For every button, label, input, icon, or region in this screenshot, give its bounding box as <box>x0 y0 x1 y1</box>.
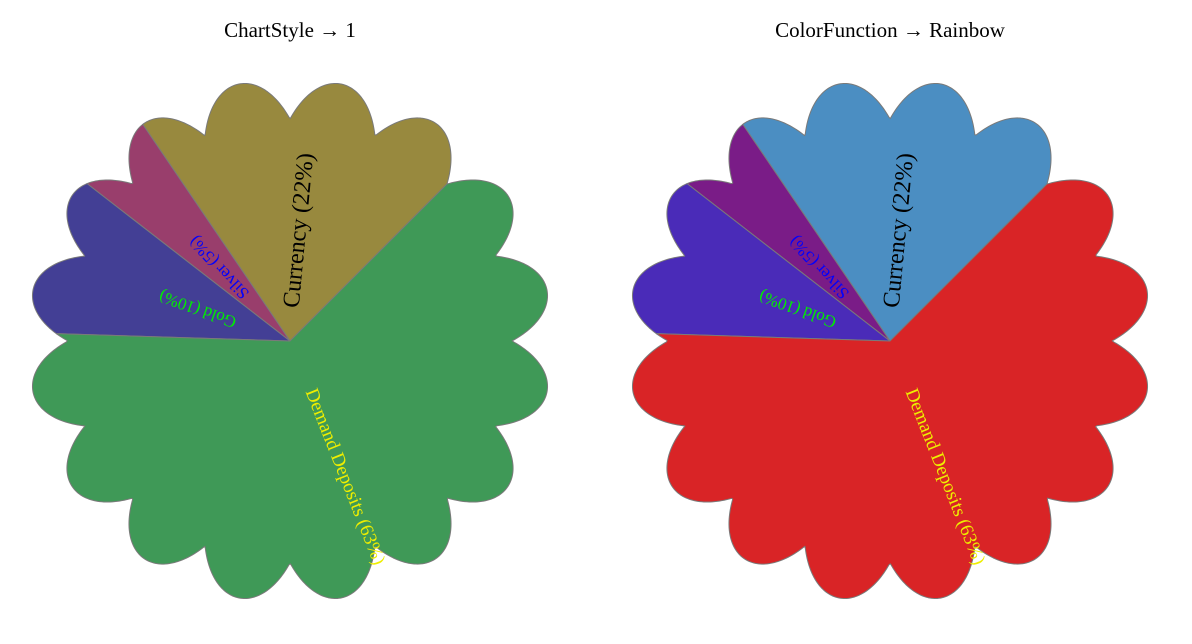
pie-slice <box>86 123 291 342</box>
pie-slice <box>31 183 291 342</box>
pie-slice <box>631 183 891 342</box>
pie-slice <box>686 123 891 342</box>
pie-slice <box>31 179 549 600</box>
pie-slice <box>631 179 1149 600</box>
pie-right: Currency (22%)Silver (5%)Gold (10%)Deman… <box>631 82 1149 600</box>
chart-left: ChartStyle → 1 Currency (22%)Silver (5%)… <box>31 18 549 600</box>
chart-title: ColorFunction → Rainbow <box>775 18 1006 42</box>
pie-left: Currency (22%)Silver (5%)Gold (10%)Deman… <box>31 82 549 600</box>
chart-title: ChartStyle → 1 <box>224 18 356 42</box>
pie-slice <box>142 82 452 342</box>
pie-slice <box>742 82 1052 342</box>
chart-right: ColorFunction → Rainbow Currency (22%)Si… <box>631 18 1149 600</box>
